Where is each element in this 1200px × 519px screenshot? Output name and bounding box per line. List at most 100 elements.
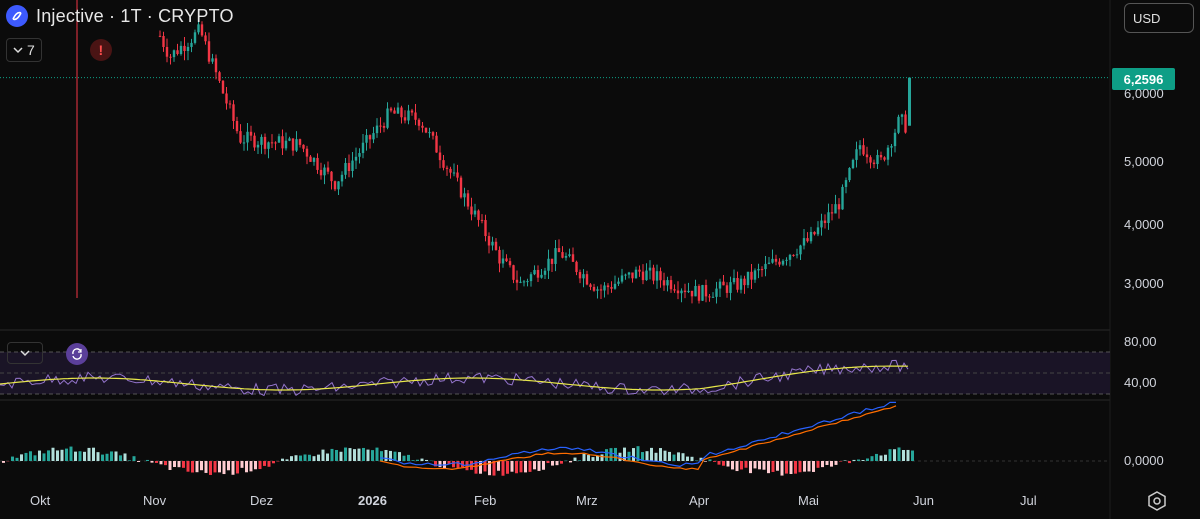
- candle-body: [743, 278, 746, 286]
- candle-body: [179, 45, 183, 54]
- candle-body: [204, 35, 207, 42]
- macd-histogram-bar: [546, 461, 550, 464]
- macd-histogram-bar: [879, 455, 883, 461]
- macd-histogram-bar: [537, 461, 541, 471]
- macd-histogram-bar: [56, 450, 59, 461]
- candle-body: [792, 254, 795, 256]
- candle-body: [841, 186, 844, 210]
- candle-body: [361, 142, 365, 154]
- candle-body: [729, 282, 732, 293]
- macd-histogram-bar: [87, 447, 91, 461]
- macd-histogram-bar: [105, 453, 109, 461]
- candle-body: [340, 174, 344, 182]
- candle-body: [767, 262, 771, 264]
- macd-histogram-bar: [24, 452, 28, 461]
- candle-body: [515, 279, 519, 283]
- candle-body: [218, 72, 221, 81]
- candle-body: [529, 274, 533, 282]
- macd-histogram-bar: [69, 446, 73, 461]
- macd-histogram-bar: [294, 455, 298, 461]
- macd-histogram-bar: [843, 460, 847, 461]
- candle-body: [596, 289, 599, 291]
- candle-body: [312, 157, 316, 162]
- candle-body: [288, 138, 291, 141]
- rsi-collapse-button[interactable]: [7, 342, 43, 364]
- macd-histogram-bar: [560, 461, 563, 464]
- symbol-title[interactable]: Injective · 1T · CRYPTO: [36, 5, 234, 26]
- candle-body: [435, 135, 438, 153]
- candle-body: [260, 136, 263, 145]
- macd-histogram-bar: [407, 454, 410, 461]
- macd-histogram-bar: [587, 455, 590, 461]
- candle-body: [158, 35, 162, 37]
- candle-body: [228, 103, 232, 105]
- warning-icon[interactable]: !: [89, 39, 112, 61]
- macd-histogram-bar: [654, 452, 658, 461]
- current-price-tag: 6,2596: [1112, 68, 1175, 90]
- macd-histogram-bar: [335, 449, 338, 461]
- macd-histogram-bar: [299, 455, 302, 461]
- macd-histogram-bar: [686, 456, 689, 461]
- candle-body: [781, 260, 785, 265]
- macd-histogram-bar: [749, 461, 752, 474]
- candle-body: [284, 140, 288, 149]
- macd-histogram-bar: [321, 449, 325, 461]
- macd-histogram-bar: [533, 461, 536, 470]
- candle-body: [491, 241, 494, 246]
- macd-histogram-bar: [911, 450, 914, 461]
- candle-body: [169, 56, 172, 58]
- candle-body: [330, 171, 333, 182]
- macd-histogram-bar: [33, 455, 37, 461]
- macd-histogram-bar: [231, 461, 235, 475]
- candle-body: [232, 104, 235, 121]
- macd-histogram-bar: [803, 461, 806, 472]
- candle-body: [207, 41, 211, 62]
- macd-histogram-bar: [380, 451, 383, 461]
- macd-histogram-bar: [29, 451, 32, 461]
- macd-histogram-bar: [596, 455, 599, 461]
- macd-histogram-bar: [731, 461, 734, 470]
- candle-body: [771, 258, 774, 263]
- candle-body: [704, 285, 708, 297]
- candle-body: [393, 110, 396, 114]
- macd-histogram-bar: [47, 450, 50, 461]
- candle-body: [620, 275, 624, 282]
- candle-body: [508, 261, 512, 266]
- gear-icon[interactable]: [1146, 490, 1168, 512]
- candle-body: [333, 181, 337, 190]
- candle-body: [536, 269, 540, 278]
- macd-histogram-bar: [771, 461, 775, 472]
- macd-histogram-bar: [641, 452, 644, 461]
- macd-histogram-bar: [704, 461, 707, 462]
- candle-body: [214, 58, 218, 73]
- macd-histogram-bar: [717, 461, 721, 465]
- candle-body: [172, 50, 176, 58]
- macd-histogram-bar: [339, 451, 343, 461]
- candle-body: [382, 126, 386, 128]
- macd-histogram-bar: [195, 461, 199, 473]
- macd-histogram-bar: [758, 461, 761, 470]
- macd-histogram-bar: [569, 461, 572, 463]
- candle-body: [652, 267, 655, 281]
- candle-body: [753, 270, 757, 280]
- macd-histogram-bar: [402, 455, 406, 461]
- candle-body: [249, 131, 253, 136]
- macd-histogram-bar: [227, 461, 230, 471]
- macd-histogram-bar: [204, 461, 208, 473]
- candle-body: [830, 212, 834, 214]
- candle-body: [725, 285, 729, 293]
- macd-line: [379, 401, 897, 468]
- macd-histogram-bar: [357, 448, 361, 461]
- sync-icon[interactable]: [66, 343, 88, 365]
- indicator-toggle-button[interactable]: 7: [6, 38, 42, 62]
- candle-body: [221, 80, 225, 94]
- chevron-down-icon: [13, 47, 23, 54]
- candle-body: [774, 258, 778, 262]
- macd-label-zero: 0,0000: [1124, 453, 1164, 468]
- candle-body: [571, 254, 575, 262]
- candle-body: [617, 281, 620, 284]
- currency-select[interactable]: USD: [1124, 3, 1194, 33]
- candle-body: [200, 24, 204, 36]
- candle-body: [746, 271, 750, 286]
